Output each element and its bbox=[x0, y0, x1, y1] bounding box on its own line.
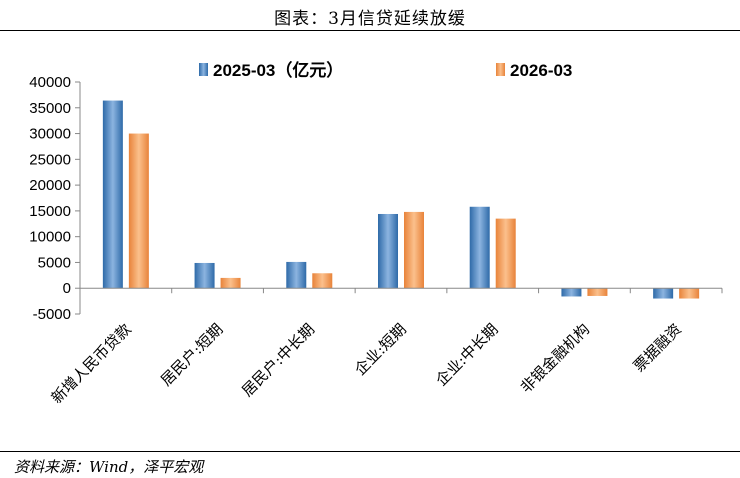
legend-label-series-1: 2025-03（亿元） bbox=[213, 60, 343, 80]
chart-title: 图表：3月信贷延续放缓 bbox=[274, 9, 466, 29]
legend-swatch-series-2 bbox=[496, 63, 505, 76]
y-tick-label: 35000 bbox=[29, 100, 71, 117]
y-tick-label: 30000 bbox=[29, 126, 71, 143]
bar-series-2-7 bbox=[679, 288, 700, 299]
y-tick-label: 5000 bbox=[38, 254, 71, 271]
y-tick-label: 15000 bbox=[29, 203, 71, 220]
bar-series-2-6 bbox=[587, 288, 608, 296]
legend-swatch-series-1 bbox=[199, 63, 208, 76]
bar-series-1-1 bbox=[102, 100, 123, 289]
bars bbox=[102, 100, 700, 299]
x-category-label: 票据融资 bbox=[630, 320, 685, 375]
x-category-label: 企业:中长期 bbox=[432, 320, 501, 389]
bar-series-1-2 bbox=[194, 262, 215, 289]
bar-series-2-2 bbox=[220, 277, 241, 289]
bar-series-1-4 bbox=[378, 213, 398, 289]
x-category-label: 企业:短期 bbox=[351, 320, 410, 379]
x-category-label: 居民户:短期 bbox=[157, 320, 226, 389]
bar-series-1-3 bbox=[286, 261, 307, 289]
bar-series-1-5 bbox=[469, 206, 490, 289]
y-tick-label: 0 bbox=[63, 280, 71, 297]
bar-series-2-3 bbox=[312, 273, 333, 289]
bar-series-2-5 bbox=[495, 218, 516, 289]
y-tick-label: 25000 bbox=[29, 151, 71, 168]
source-note: 资料来源：Wind，泽平宏观 bbox=[14, 458, 204, 476]
y-tick-label: -5000 bbox=[33, 306, 71, 323]
legend-label-series-2: 2026-03 bbox=[510, 61, 572, 80]
x-category-label: 非银金融机构 bbox=[517, 320, 593, 396]
x-category-label: 居民户:中长期 bbox=[238, 320, 318, 400]
y-axis: 40000 35000 30000 25000 20000 15000 10000 5000 0… bbox=[29, 74, 81, 323]
bar-series-2-1 bbox=[128, 133, 149, 289]
x-category-label: 新增人民币贷款 bbox=[48, 320, 135, 407]
bar-chart: 2025-03（亿元） 2026-03 40000 35000 30000 25000… bbox=[29, 60, 723, 407]
title-rule bbox=[0, 30, 740, 31]
y-tick-label: 20000 bbox=[29, 177, 71, 194]
y-tick-label: 10000 bbox=[29, 229, 71, 246]
x-axis: 新增人民币贷款 居民户:短期 居民户:中长期 企业:短期 企业:中长期 非银金融机构 票据融… bbox=[48, 287, 723, 407]
source-rule bbox=[0, 451, 740, 452]
bar-series-1-6 bbox=[561, 288, 582, 297]
bar-series-2-4 bbox=[404, 211, 424, 289]
y-tick-label: 40000 bbox=[29, 74, 71, 91]
bar-series-1-7 bbox=[653, 288, 674, 299]
legend: 2025-03（亿元） 2026-03 bbox=[199, 60, 572, 80]
